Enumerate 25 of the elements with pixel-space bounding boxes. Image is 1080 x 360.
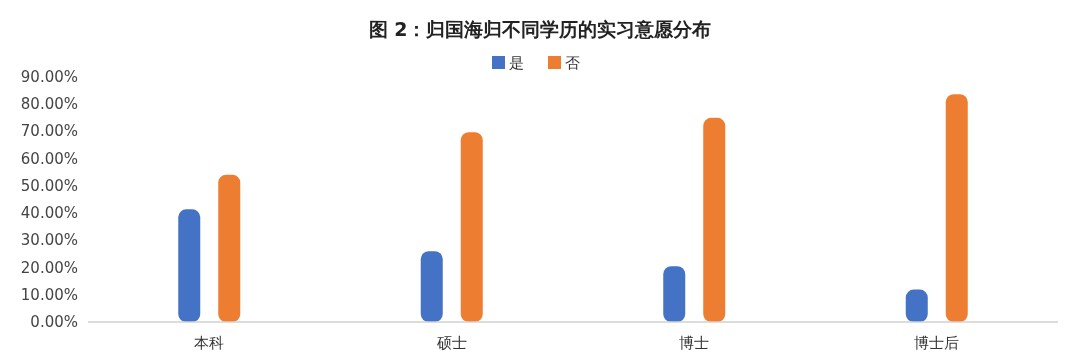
y-tick-label: 80.00% <box>20 95 78 114</box>
bar <box>663 266 686 322</box>
bar <box>703 117 726 322</box>
bar <box>420 251 443 322</box>
y-tick-label: 50.00% <box>20 176 78 195</box>
x-tick-label: 本科 <box>194 334 225 352</box>
y-tick-label: 90.00% <box>20 68 78 86</box>
bar <box>178 209 201 322</box>
bar <box>218 174 241 322</box>
x-tick-label: 博士后 <box>914 334 960 352</box>
legend-label: 否 <box>565 54 580 72</box>
y-tick-label: 0.00% <box>30 313 78 331</box>
legend-label: 是 <box>509 54 524 72</box>
y-tick-label: 10.00% <box>20 285 78 304</box>
bar <box>945 94 968 322</box>
x-tick-label: 硕士 <box>435 334 467 352</box>
chart-title: 图 2：归国海归不同学历的实习意愿分布 <box>368 18 712 40</box>
y-tick-label: 60.00% <box>20 149 78 168</box>
x-tick-label: 博士 <box>679 334 710 352</box>
y-tick-label: 40.00% <box>20 204 78 223</box>
y-tick-label: 70.00% <box>20 122 78 141</box>
y-tick-label: 20.00% <box>20 258 78 277</box>
bar <box>460 132 483 322</box>
y-tick-label: 30.00% <box>20 231 78 250</box>
bar <box>905 289 928 322</box>
